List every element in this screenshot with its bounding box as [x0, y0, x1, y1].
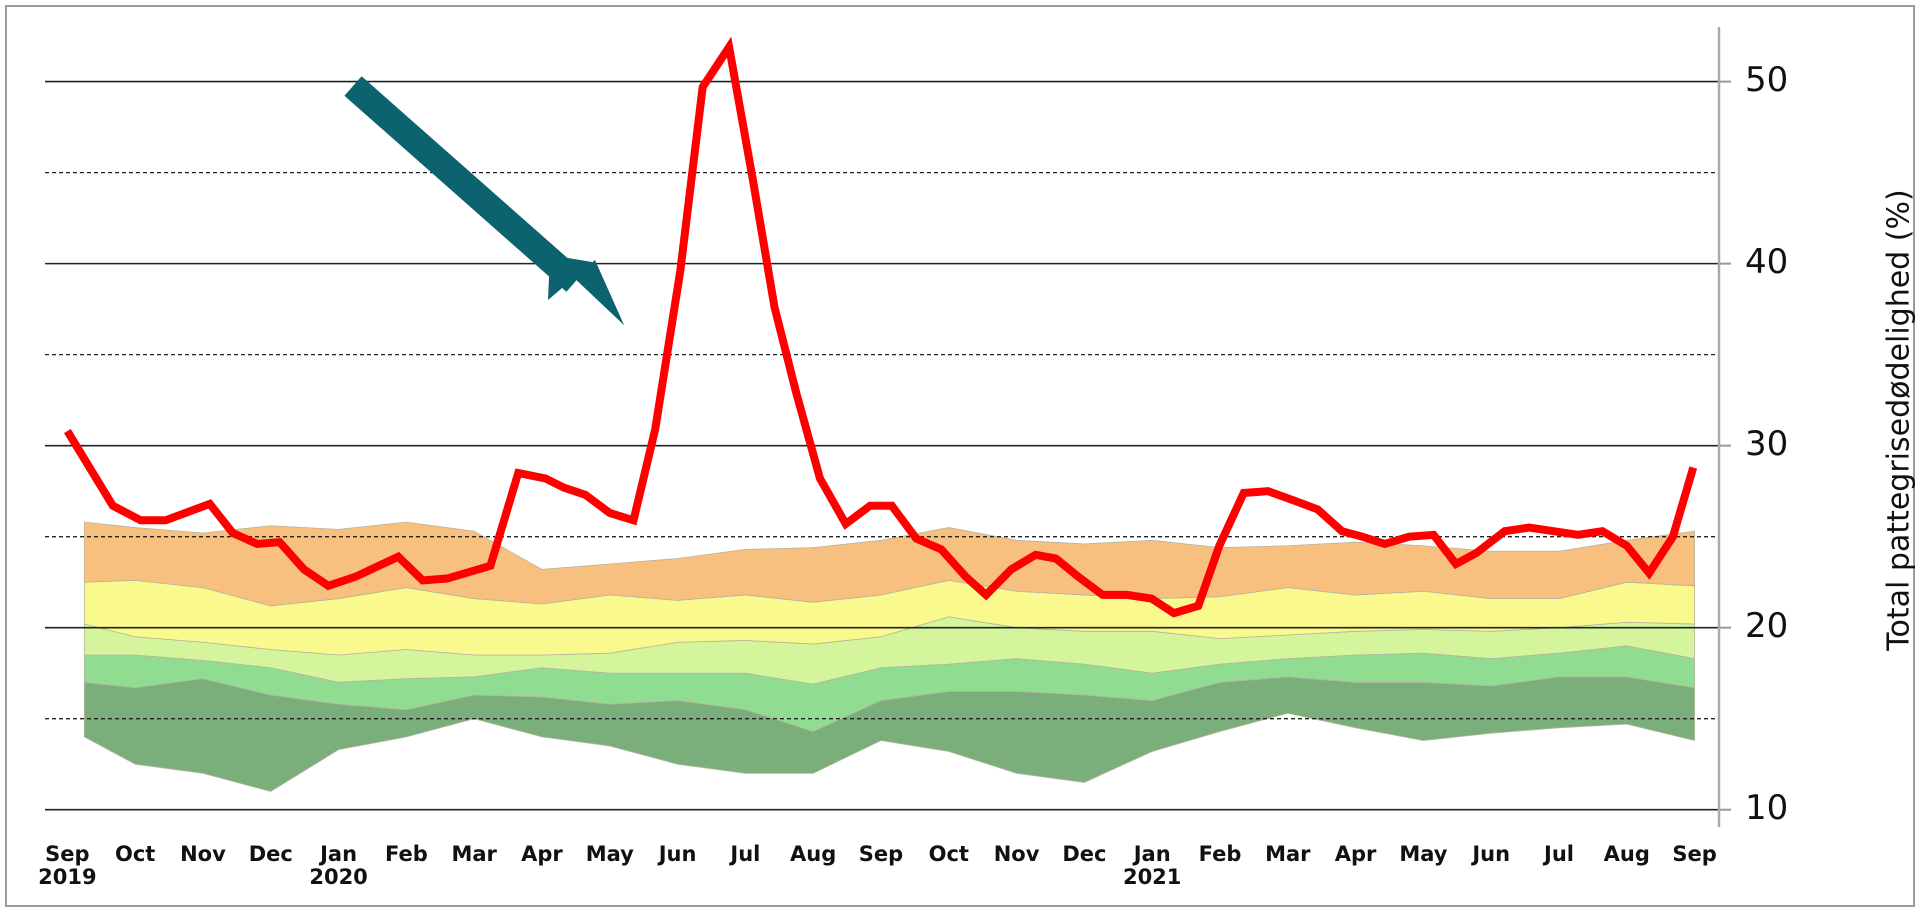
x-year-label: 2021: [1123, 865, 1181, 889]
x-tick-label: Nov: [180, 842, 226, 866]
labels: 10 20 30 40 50 Sep Oct Nov Dec Jan Feb Mar Apr May Jun…: [38, 60, 1788, 889]
x-tick-label: Feb: [385, 842, 428, 866]
x-tick-label: Oct: [115, 842, 155, 866]
arrow: [344, 76, 624, 325]
y-axis-label: Total pattegrisedødelighed (%): [1882, 189, 1917, 651]
x-year-label: 2019: [38, 865, 96, 889]
x-tick-label: Jul: [1542, 842, 1574, 866]
x-tick-label: Mar: [1265, 842, 1311, 866]
x-tick-label: Jun: [1470, 842, 1510, 866]
grid: [45, 27, 1731, 827]
y-tick-label: 50: [1745, 60, 1788, 100]
x-tick-label: Sep: [45, 842, 89, 866]
x-tick-label: May: [1399, 842, 1447, 866]
x-year-label: 2020: [309, 865, 367, 889]
band: [83, 521, 1695, 607]
x-tick-label: Aug: [1604, 842, 1650, 866]
arrow-head-fill: [548, 255, 624, 325]
y-tick-label: 30: [1745, 424, 1788, 464]
x-tick-label: Dec: [1062, 842, 1106, 866]
x-tick-label: Sep: [859, 842, 903, 866]
x-tick-label: Jan: [318, 842, 357, 866]
x-tick-label: Aug: [790, 842, 836, 866]
y-tick-label: 40: [1745, 242, 1788, 282]
x-tick-label: Dec: [249, 842, 293, 866]
x-tick-label: Jul: [728, 842, 760, 866]
x-tick-label: Oct: [929, 842, 969, 866]
x-tick-label: Jan: [1132, 842, 1171, 866]
y-tick-label: 10: [1745, 788, 1788, 828]
x-tick-label: Sep: [1672, 842, 1716, 866]
arrow-shaft: [344, 76, 584, 292]
frame: [5, 5, 1915, 907]
x-tick-label: Apr: [1335, 842, 1377, 866]
x-tick-label: Jun: [657, 842, 697, 866]
lines: [63, 36, 1698, 618]
line: [63, 36, 1698, 618]
y-tick-label: 20: [1745, 606, 1788, 646]
x-tick-label: May: [586, 842, 634, 866]
x-tick-label: Feb: [1199, 842, 1242, 866]
x-tick-label: Mar: [451, 842, 497, 866]
x-tick-label: Apr: [521, 842, 563, 866]
bands: [83, 521, 1695, 792]
x-tick-label: Nov: [994, 842, 1040, 866]
